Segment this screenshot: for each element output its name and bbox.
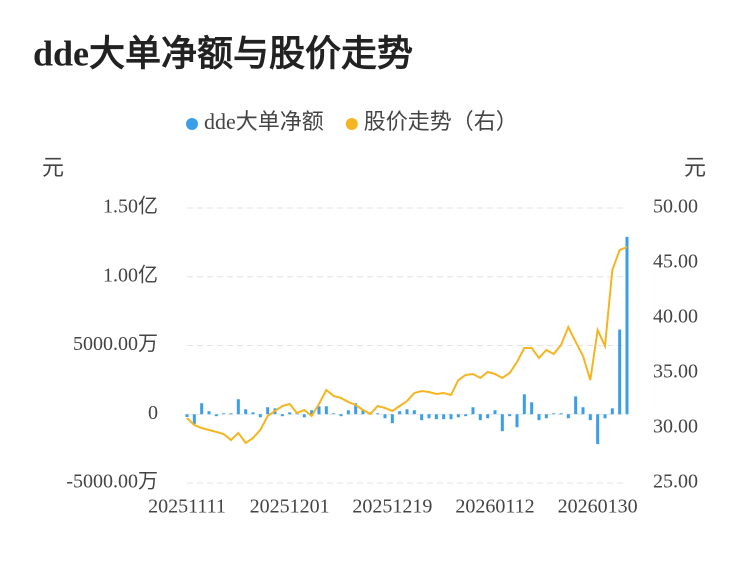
bar: [346, 410, 350, 415]
bar: [354, 403, 358, 415]
bar: [405, 409, 409, 415]
bar: [610, 408, 614, 415]
y-tick-label: 5000.00万: [73, 333, 158, 355]
y-tick-label: -5000.00万: [66, 471, 158, 493]
bar: [244, 409, 248, 415]
bar: [280, 414, 284, 417]
bar: [471, 407, 475, 415]
bar: [515, 414, 519, 428]
y-axis-unit: 元: [42, 155, 64, 180]
bar: [332, 413, 336, 415]
bar: [544, 414, 548, 419]
bar: [258, 414, 262, 418]
bar: [302, 414, 306, 418]
bar: [581, 407, 585, 415]
bar: [434, 414, 438, 420]
x-tick-label: 20251201: [250, 496, 330, 518]
bar: [456, 414, 460, 418]
x-tick-label: 20251219: [352, 496, 432, 518]
bar: [500, 414, 504, 432]
bar: [361, 409, 365, 415]
bar: [603, 414, 607, 419]
legend-label: dde大单净额: [204, 109, 324, 134]
bar: [420, 414, 424, 421]
bar: [493, 410, 497, 415]
bar: [486, 414, 490, 419]
bar: [596, 414, 600, 445]
bar: [383, 414, 387, 419]
y2-tick-label: 45.00: [653, 251, 698, 273]
y-tick-label: 0: [148, 402, 158, 424]
bar: [522, 394, 526, 415]
bar: [508, 414, 512, 417]
bar: [574, 396, 578, 415]
bar: [390, 414, 394, 424]
y2-tick-label: 40.00: [653, 306, 698, 328]
bar: [185, 414, 189, 417]
bar: [288, 412, 292, 415]
bar: [317, 406, 321, 415]
x-tick-label: 20251111: [148, 496, 226, 518]
bar: [530, 402, 534, 415]
y-tick-label: 1.50亿: [103, 195, 158, 218]
legend-marker: [345, 118, 358, 130]
bar: [398, 411, 402, 415]
y2-tick-label: 50.00: [653, 196, 698, 218]
bar: [207, 411, 211, 415]
bar: [376, 413, 380, 415]
legend-label: 股价走势（右）: [364, 109, 518, 134]
bar: [229, 413, 233, 415]
bar: [251, 412, 255, 415]
bar: [266, 407, 270, 415]
y2-tick-label: 30.00: [653, 416, 698, 438]
bar: [427, 414, 431, 419]
legend-marker: [186, 118, 198, 130]
bar: [588, 414, 592, 421]
bar: [192, 414, 196, 425]
bar: [478, 414, 482, 421]
bar: [464, 414, 468, 417]
bar: [625, 236, 629, 415]
bar: [559, 413, 563, 415]
bar: [200, 403, 204, 415]
bar: [310, 410, 314, 415]
bar: [537, 414, 541, 421]
bar: [236, 399, 240, 415]
bar: [339, 414, 343, 417]
y-tick-label: 1.00亿: [103, 263, 158, 286]
bar: [552, 413, 556, 415]
x-tick-label: 20260130: [558, 496, 638, 518]
bar: [449, 414, 453, 420]
bar: [214, 414, 218, 417]
bar: [324, 406, 328, 415]
price-line: [186, 246, 628, 445]
bar: [618, 329, 622, 415]
x-tick-label: 20260112: [455, 496, 534, 518]
y2-tick-label: 35.00: [653, 361, 698, 383]
bar: [222, 413, 226, 415]
bar: [566, 414, 570, 419]
bar: [442, 414, 446, 420]
bar: [412, 410, 416, 415]
y2-tick-label: 25.00: [653, 471, 698, 493]
y2-axis-unit: 元: [684, 155, 706, 180]
chart-title: dde大单净额与股价走势: [33, 33, 413, 73]
